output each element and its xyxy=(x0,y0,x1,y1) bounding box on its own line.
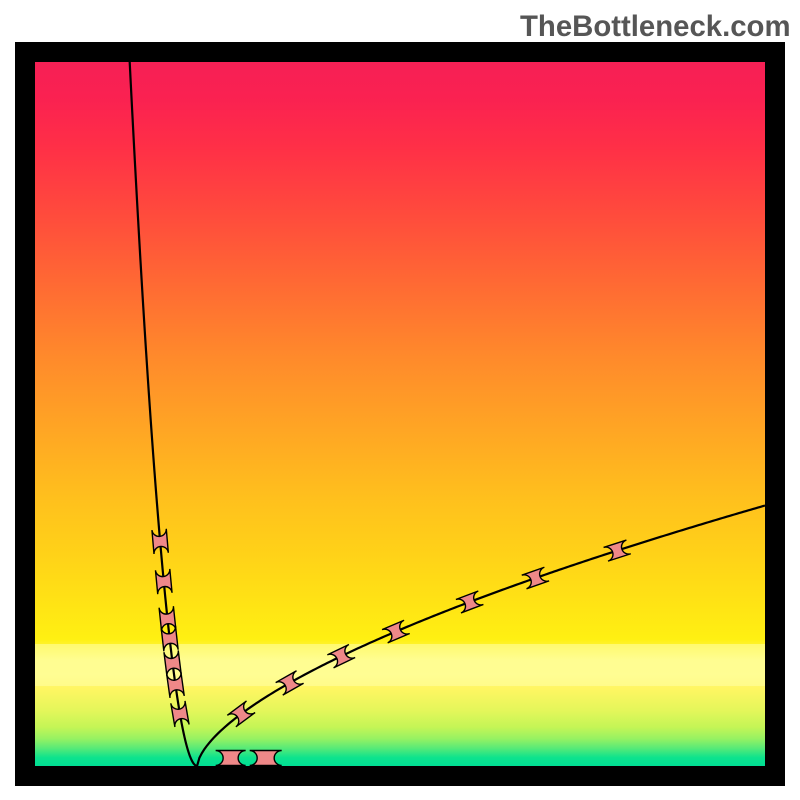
watermark-text: TheBottleneck.com xyxy=(520,10,791,44)
curve-left xyxy=(122,62,197,766)
curve-marker xyxy=(227,701,255,727)
curve-marker xyxy=(327,644,355,667)
curve-marker xyxy=(167,672,185,698)
plot-area xyxy=(35,62,765,766)
curve-right xyxy=(197,506,765,766)
curve-marker xyxy=(276,671,304,695)
curve-layer xyxy=(35,62,765,766)
vertex-marker xyxy=(250,751,282,766)
curve-marker xyxy=(382,620,410,643)
curve-marker xyxy=(604,540,631,561)
curve-marker xyxy=(171,701,189,727)
vertex-marker xyxy=(216,751,246,766)
root: TheBottleneck.com xyxy=(0,0,800,800)
curve-marker xyxy=(456,591,484,613)
curve-marker xyxy=(522,567,549,589)
